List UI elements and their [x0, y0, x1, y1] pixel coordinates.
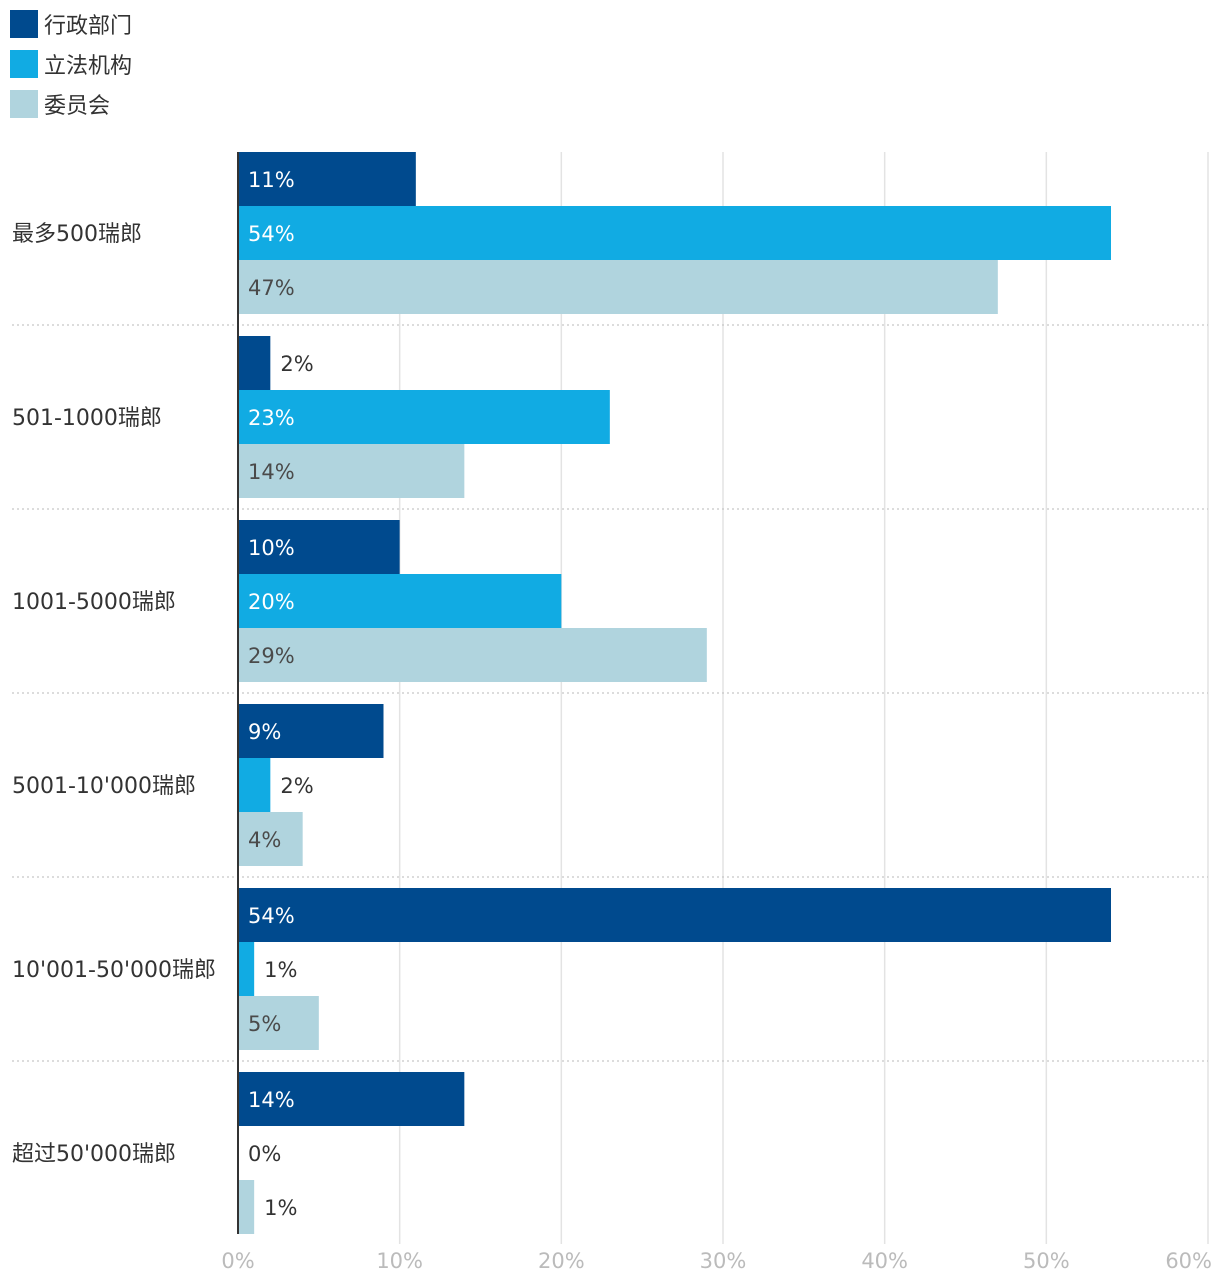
bar[interactable]	[238, 888, 1111, 942]
data-label: 23%	[248, 406, 295, 430]
x-tick-label: 30%	[700, 1249, 747, 1273]
data-label: 10%	[248, 536, 295, 560]
data-label: 9%	[248, 720, 281, 744]
category-label: 501-1000瑞郎	[12, 406, 162, 431]
bar[interactable]	[238, 574, 562, 628]
legend-label: 行政部门	[44, 14, 133, 39]
legend-label: 委员会	[44, 94, 111, 119]
bar[interactable]	[238, 206, 1111, 260]
x-tick-label: 40%	[861, 1249, 908, 1273]
bar[interactable]	[238, 152, 416, 206]
bar[interactable]	[238, 520, 400, 574]
bar[interactable]	[238, 1072, 465, 1126]
bar[interactable]	[238, 704, 384, 758]
data-label: 5%	[248, 1012, 281, 1036]
data-label: 2%	[280, 352, 313, 376]
legend-item[interactable]: 立法机构	[10, 50, 133, 79]
category-label: 10'001-50'000瑞郎	[12, 958, 216, 983]
data-label: 0%	[248, 1142, 281, 1166]
legend-swatch	[10, 10, 38, 38]
bar[interactable]	[238, 758, 271, 812]
data-label: 2%	[280, 774, 313, 798]
bar[interactable]	[238, 390, 610, 444]
legend: 行政部门 立法机构 委员会	[10, 10, 132, 130]
category-label: 5001-10'000瑞郎	[12, 774, 196, 799]
bar[interactable]	[238, 444, 465, 498]
x-tick-label: 60%	[1165, 1249, 1212, 1273]
x-tick-label: 0%	[221, 1249, 254, 1273]
data-label: 1%	[264, 1196, 297, 1220]
data-label: 4%	[248, 828, 281, 852]
bar[interactable]	[238, 1180, 255, 1234]
category-label: 1001-5000瑞郎	[12, 590, 176, 615]
bar[interactable]	[238, 996, 319, 1050]
data-label: 54%	[248, 904, 295, 928]
bar[interactable]	[238, 942, 255, 996]
data-label: 14%	[248, 460, 295, 484]
legend-swatch	[10, 50, 38, 78]
data-label: 14%	[248, 1088, 295, 1112]
legend-swatch	[10, 90, 38, 118]
data-label: 47%	[248, 276, 295, 300]
data-label: 29%	[248, 644, 295, 668]
bar[interactable]	[238, 812, 303, 866]
legend-item[interactable]: 行政部门	[10, 10, 133, 39]
bar[interactable]	[238, 628, 707, 682]
data-label: 20%	[248, 590, 295, 614]
x-tick-label: 20%	[538, 1249, 585, 1273]
legend-label: 立法机构	[44, 54, 133, 79]
legend-item[interactable]: 委员会	[10, 90, 132, 119]
category-label: 超过50'000瑞郎	[12, 1142, 176, 1167]
data-label: 1%	[264, 958, 297, 982]
bar[interactable]	[238, 336, 271, 390]
data-label: 54%	[248, 222, 295, 246]
data-label: 11%	[248, 168, 295, 192]
x-tick-label: 50%	[1023, 1249, 1070, 1273]
x-tick-label: 10%	[376, 1249, 423, 1273]
bar[interactable]	[238, 260, 998, 314]
category-label: 最多500瑞郎	[12, 222, 142, 247]
